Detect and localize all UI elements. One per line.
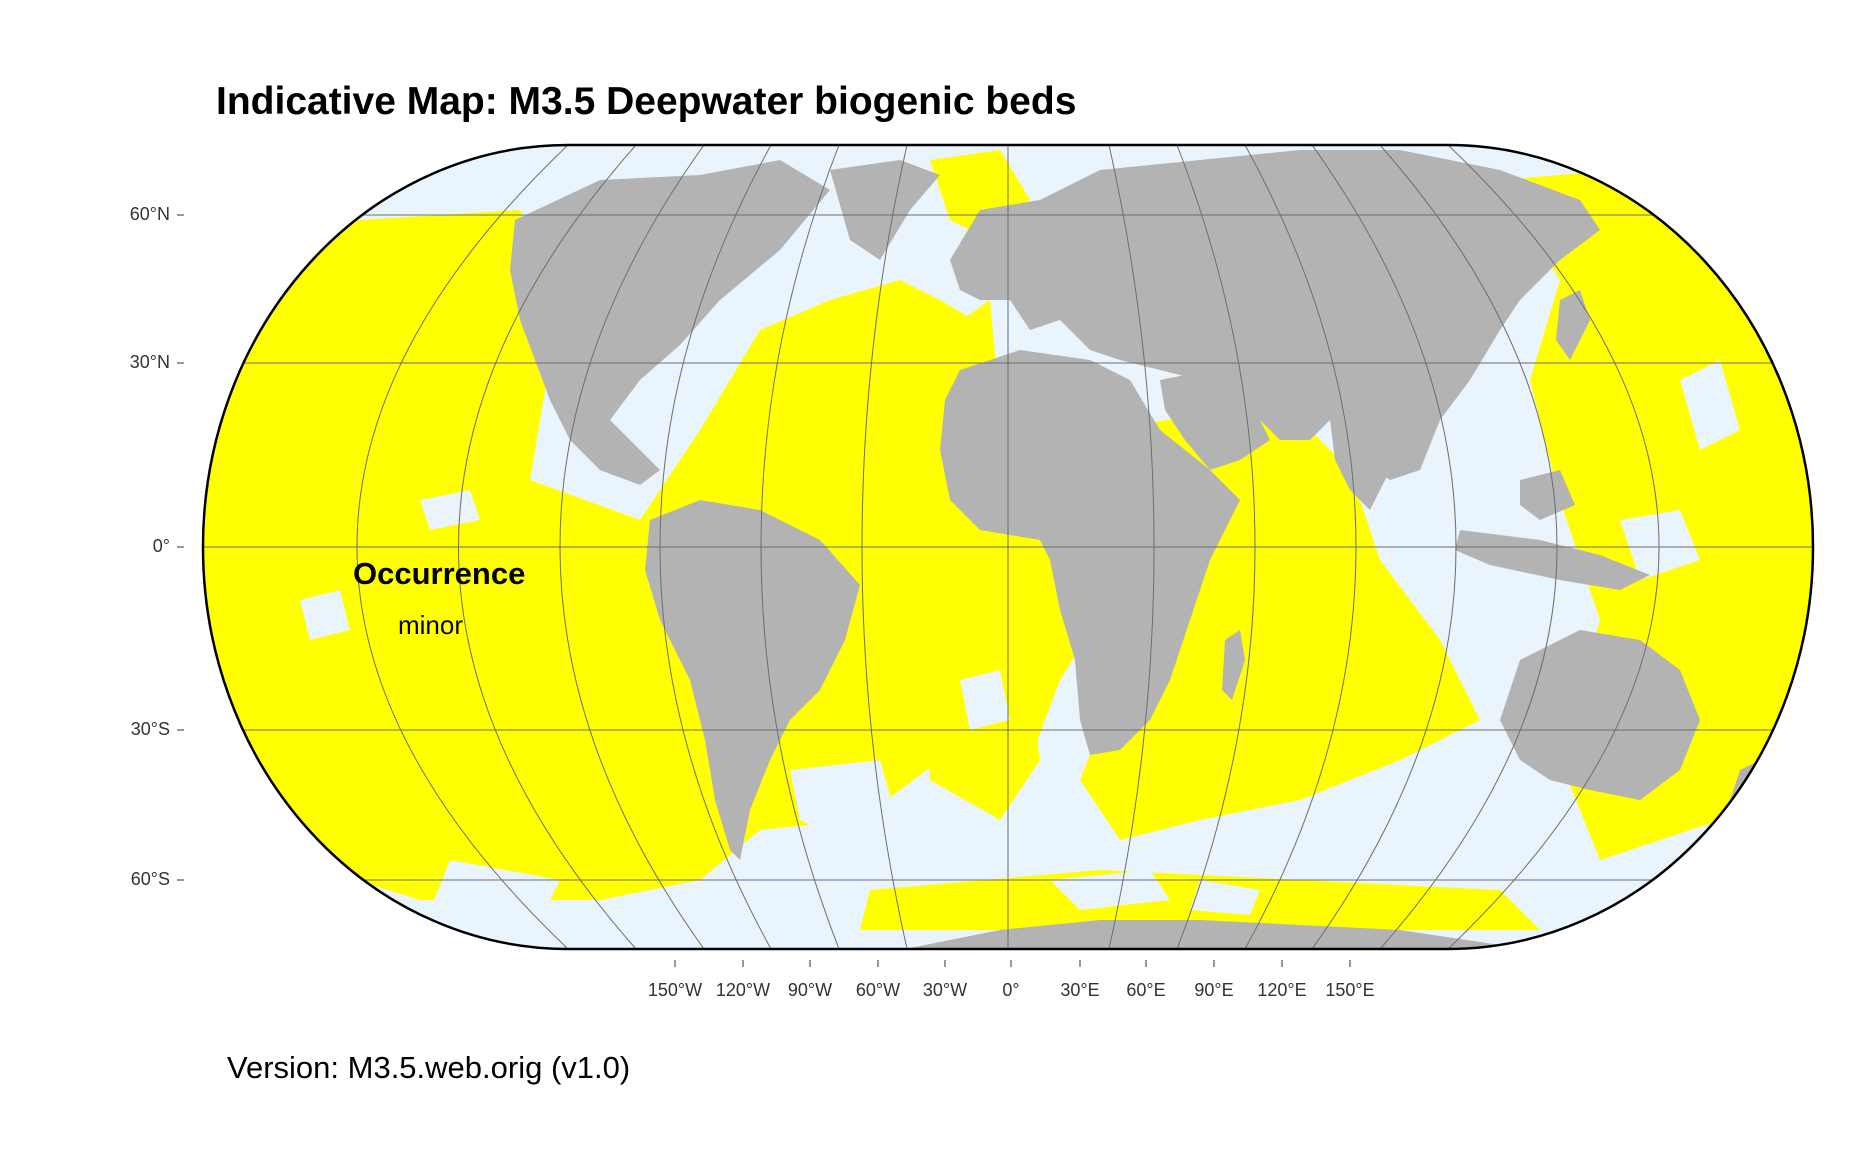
- lon-label-60e: 60°E: [1126, 980, 1166, 1000]
- lon-label-60w: 60°W: [855, 980, 901, 1000]
- eurasia: [950, 150, 1600, 480]
- lat-label-equator: 0°: [152, 536, 170, 556]
- antarctica: [900, 920, 1500, 949]
- legend-item-minor: minor: [398, 610, 464, 640]
- africa: [940, 350, 1240, 755]
- indonesia: [1455, 530, 1650, 590]
- australia: [1500, 630, 1700, 800]
- japan: [1556, 290, 1590, 360]
- lon-label-30w: 30°W: [922, 980, 968, 1000]
- lon-label-0: 0°: [1002, 980, 1020, 1000]
- lat-ticks: [177, 214, 184, 881]
- legend-title: Occurrence: [353, 556, 526, 591]
- version-text: Version: M3.5.web.orig (v1.0): [227, 1050, 631, 1085]
- lat-label-60s: 60°S: [130, 869, 170, 889]
- lon-label-90e: 90°E: [1194, 980, 1234, 1000]
- lon-label-120e: 120°E: [1257, 980, 1307, 1000]
- greenland: [830, 160, 940, 260]
- lat-label-60n: 60°N: [129, 204, 170, 224]
- lat-label-30n: 30°N: [129, 352, 170, 372]
- lon-label-30e: 30°E: [1060, 980, 1100, 1000]
- lat-label-30s: 30°S: [130, 719, 170, 739]
- graticule: [203, 145, 1813, 949]
- map-title: Indicative Map: M3.5 Deepwater biogenic …: [216, 80, 1077, 123]
- lon-ticks: [674, 960, 1351, 967]
- lon-label-120w: 120°W: [715, 980, 771, 1000]
- madagascar: [1222, 630, 1245, 700]
- arabia: [1160, 370, 1270, 470]
- lon-label-90w: 90°W: [787, 980, 833, 1000]
- north-america: [510, 160, 830, 485]
- lon-label-150e: 150°E: [1325, 980, 1375, 1000]
- borneo: [1520, 470, 1575, 520]
- land-masses: [510, 150, 1765, 949]
- british-isles: [985, 225, 1005, 265]
- map-border: [201, 143, 1815, 951]
- lon-label-150w: 150°W: [647, 980, 703, 1000]
- south-america: [645, 500, 860, 860]
